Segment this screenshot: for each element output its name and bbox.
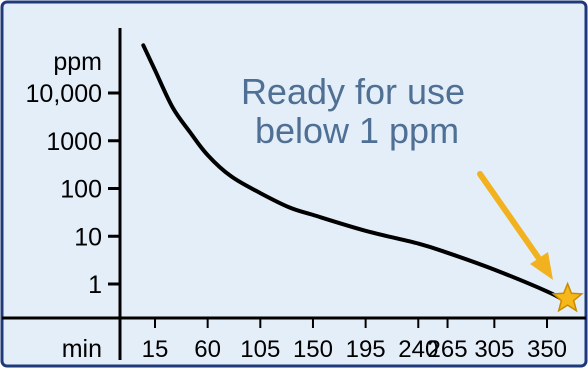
- annotation-arrow-head: [530, 252, 553, 280]
- y-tick-label: 1: [88, 271, 102, 299]
- y-tick-label: 100: [60, 176, 102, 204]
- x-axis-label: min: [62, 335, 102, 363]
- x-tick-label: 105: [240, 336, 280, 363]
- annotation-text-line-2: below 1 ppm: [255, 110, 459, 151]
- x-axis: min: [2, 316, 586, 363]
- series-line: [141, 43, 567, 303]
- y-tick-label: 1000: [46, 128, 102, 156]
- x-tick-label: 195: [346, 336, 386, 363]
- y-tick-label: 10: [74, 223, 102, 251]
- annotation-arrow: [477, 171, 543, 263]
- annotation-text-line-1: Ready for use: [241, 71, 465, 112]
- x-tick-label: 60: [194, 336, 221, 363]
- y-axis-label: ppm: [53, 48, 102, 76]
- y-tick-label: 10,000: [26, 80, 102, 108]
- y-axis: ppm: [53, 28, 122, 360]
- x-tick-label: 150: [293, 336, 333, 363]
- x-tick-label: 265: [428, 336, 468, 363]
- y-ticks: 10,000 1000 100 10 1: [26, 80, 120, 299]
- star-icon: [551, 281, 584, 313]
- x-tick-label: 305: [474, 336, 514, 363]
- x-tick-label: 240: [398, 336, 438, 363]
- x-tick-label: 350: [527, 336, 567, 363]
- annotation: Ready for use below 1 ppm: [241, 71, 584, 313]
- x-tick-label: 15: [142, 336, 169, 363]
